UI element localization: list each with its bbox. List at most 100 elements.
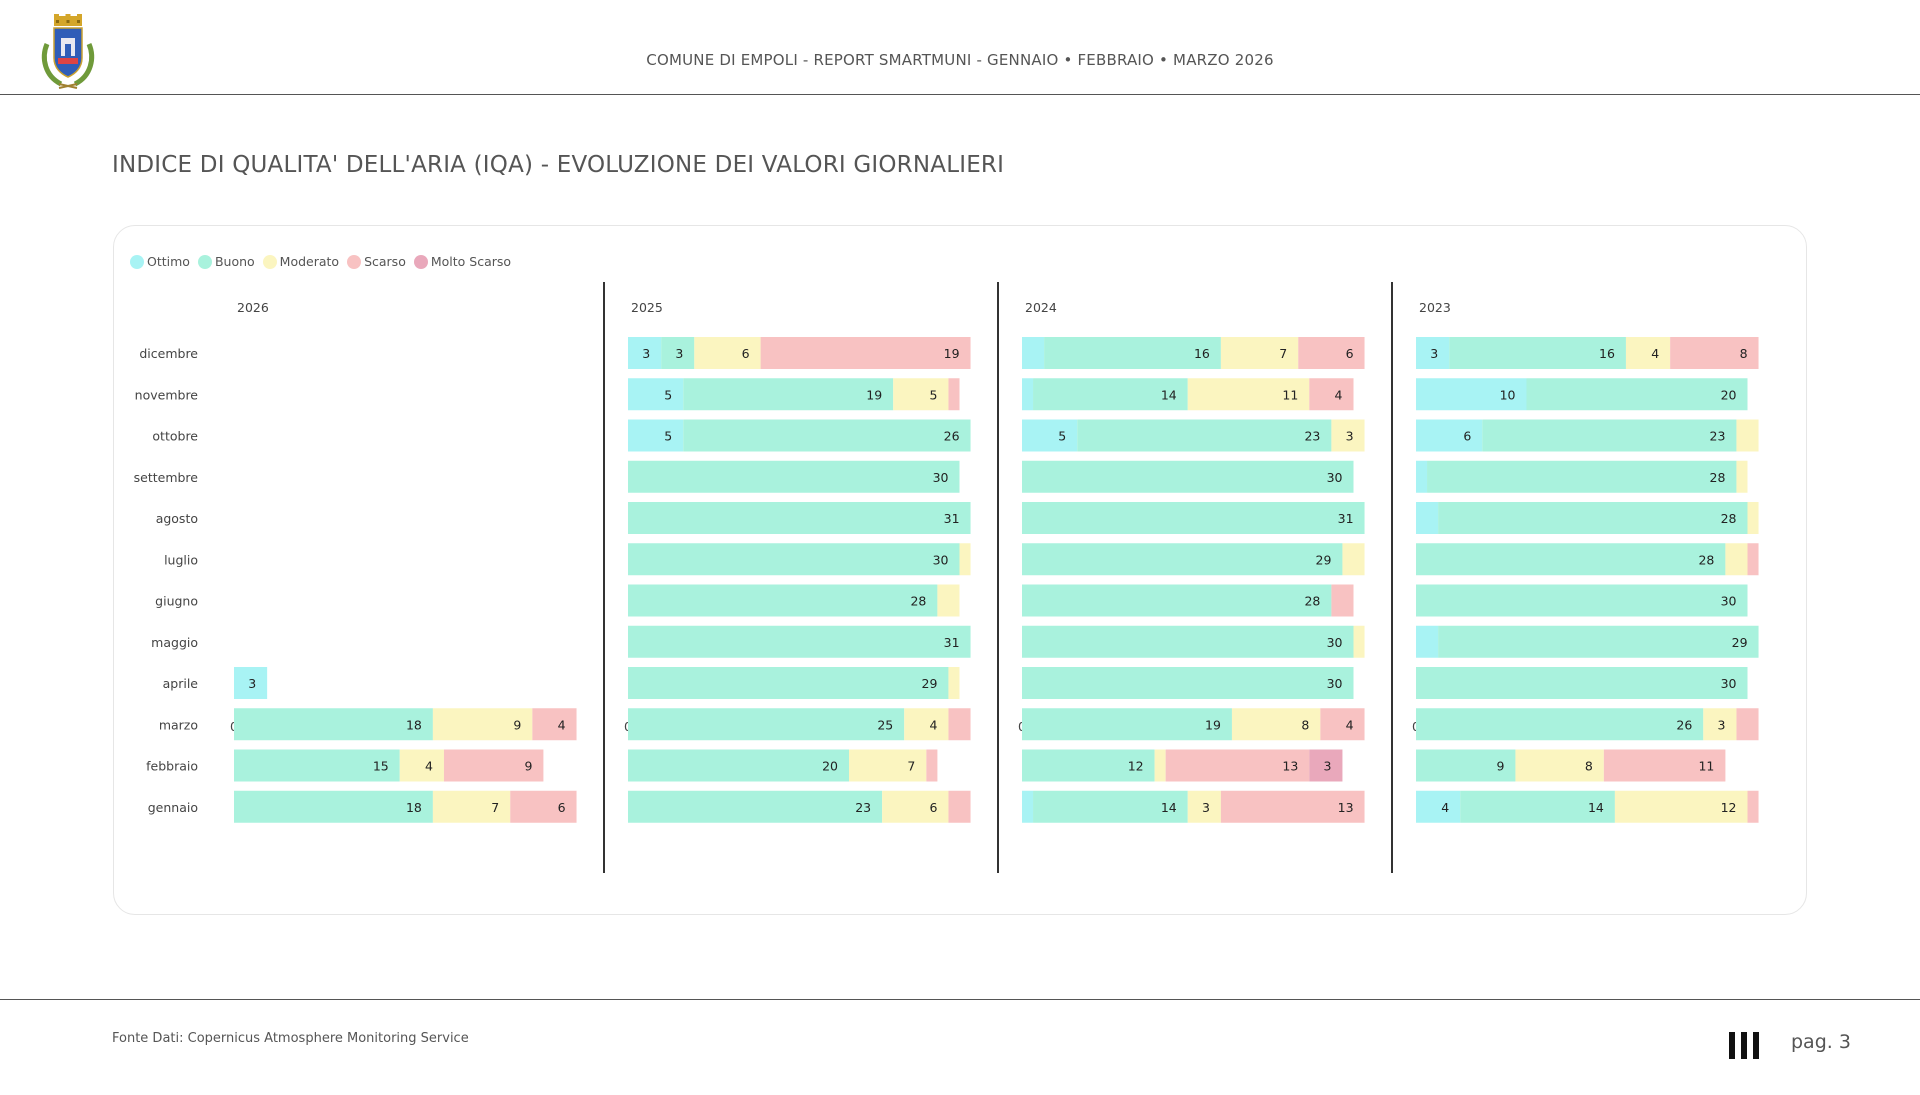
bar-value-label: 9	[1496, 759, 1504, 774]
bar-2025-giugno-buono	[628, 584, 938, 617]
bar-2023-maggio-ottimo	[1416, 625, 1439, 658]
bar-value-label: 15	[373, 759, 389, 774]
bar-2023-luglio-moderato	[1725, 543, 1748, 576]
bar-2025-aprile-moderato	[948, 667, 960, 699]
data-source-note: Fonte Dati: Copernicus Atmosphere Monito…	[112, 1031, 469, 1046]
bar-2025-aprile-buono	[628, 667, 949, 699]
bar-2023-agosto-ottimo	[1416, 502, 1439, 534]
bar-2026-gennaio-scarso	[510, 790, 577, 823]
bar-2024-marzo-scarso	[1320, 708, 1365, 741]
legend-label-buono: Buono	[214, 254, 255, 269]
bar-2024-febbraio-moderato	[1154, 749, 1166, 782]
bar-2025-novembre-moderato	[893, 378, 949, 411]
bar-2025-dicembre-ottimo	[628, 337, 662, 369]
bar-2023-aprile-buono	[1416, 667, 1748, 699]
bar-2025-febbraio-moderato	[849, 749, 927, 782]
category-label-settembre: settembre	[134, 470, 199, 485]
bar-value-label: 4	[1335, 387, 1343, 402]
bar-value-label: 10	[1500, 387, 1516, 402]
bar-value-label: 29	[922, 676, 938, 691]
bar-2023-gennaio-scarso	[1747, 790, 1759, 823]
category-label-gennaio: gennaio	[148, 800, 198, 815]
bar-2026-febbraio-moderato	[399, 749, 444, 782]
bar-value-label: 14	[1161, 800, 1177, 815]
category-label-novembre: novembre	[135, 387, 199, 402]
bar-2024-febbraio-scarso	[1165, 749, 1310, 782]
bar-value-label: 20	[822, 759, 838, 774]
bar-value-label: 18	[406, 717, 422, 732]
category-label-luglio: luglio	[164, 552, 198, 567]
panel-title-2024: 2024	[1025, 300, 1057, 315]
bar-value-label: 31	[1338, 511, 1354, 526]
bar-2024-dicembre-buono	[1044, 337, 1221, 369]
bar-value-label: 8	[1301, 717, 1309, 732]
bar-value-label: 3	[1717, 717, 1725, 732]
bar-value-label: 11	[1282, 387, 1298, 402]
bar-value-label: 26	[944, 429, 960, 444]
category-label-agosto: agosto	[156, 511, 198, 526]
legend-label-scarso: Scarso	[364, 254, 406, 269]
legend-label-moderato: Moderato	[279, 254, 340, 269]
bar-value-label: 9	[524, 759, 532, 774]
bar-2024-settembre-buono	[1022, 460, 1354, 493]
panel-title-2023: 2023	[1419, 300, 1451, 315]
bar-2025-marzo-moderato	[904, 708, 949, 741]
bar-value-label: 29	[1732, 635, 1748, 650]
bar-2023-febbraio-buono	[1416, 749, 1516, 782]
bar-2024-febbraio-buono	[1022, 749, 1155, 782]
bar-value-label: 4	[929, 717, 937, 732]
header-title: COMUNE DI EMPOLI - REPORT SMARTMUNI - GE…	[646, 51, 1274, 69]
bar-2026-gennaio-moderato	[432, 790, 511, 823]
bar-value-label: 31	[944, 511, 960, 526]
legend-item-moderato: Moderato	[262, 254, 340, 269]
bar-2026-febbraio-scarso	[443, 749, 544, 782]
bar-2023-marzo-scarso	[1736, 708, 1759, 741]
bar-value-label: 29	[1316, 552, 1332, 567]
bar-2025-febbraio-scarso	[926, 749, 938, 782]
bar-2023-marzo-moderato	[1703, 708, 1737, 741]
bar-2023-marzo-buono	[1416, 708, 1704, 741]
bar-value-label: 20	[1721, 387, 1737, 402]
bar-value-label: 30	[1721, 594, 1737, 609]
bar-value-label: 3	[1323, 759, 1331, 774]
bar-value-label: 5	[664, 429, 672, 444]
category-label-aprile: aprile	[163, 676, 199, 691]
bar-value-label: 6	[742, 346, 750, 361]
bar-2026-aprile-ottimo	[234, 667, 268, 699]
category-label-ottobre: ottobre	[152, 429, 198, 444]
legend-dot-molto-scarso	[413, 254, 428, 269]
bar-value-label: 6	[1346, 346, 1354, 361]
bar-2024-dicembre-moderato	[1220, 337, 1299, 369]
bar-2023-febbraio-scarso	[1603, 749, 1726, 782]
bar-2023-settembre-ottimo	[1416, 460, 1428, 493]
bar-2024-gennaio-buono	[1033, 790, 1188, 823]
bar-2024-febbraio-molto-scarso	[1309, 749, 1343, 782]
bar-2025-ottobre-buono	[683, 419, 971, 452]
legend-label-molto-scarso: Molto Scarso	[430, 254, 512, 269]
bar-value-label: 28	[1698, 552, 1714, 567]
legend-dot-ottimo	[130, 254, 144, 269]
bar-2024-agosto-buono	[1022, 502, 1365, 534]
legend-label-ottimo: Ottimo	[147, 254, 190, 269]
bar-value-label: 3	[642, 346, 650, 361]
bar-2025-gennaio-scarso	[948, 790, 971, 823]
bar-value-label: 30	[933, 470, 949, 485]
bar-value-label: 16	[1194, 346, 1210, 361]
bar-value-label: 6	[558, 800, 566, 815]
bar-value-label: 3	[248, 676, 256, 691]
bar-2024-maggio-buono	[1022, 625, 1354, 658]
bar-2025-dicembre-scarso	[760, 337, 971, 369]
bar-2023-febbraio-moderato	[1515, 749, 1604, 782]
bar-value-label: 30	[1721, 676, 1737, 691]
bar-value-label: 28	[1721, 511, 1737, 526]
bar-value-label: 28	[910, 594, 926, 609]
bar-value-label: 13	[1338, 800, 1354, 815]
bar-2023-settembre-buono	[1427, 460, 1737, 493]
bar-value-label: 6	[1463, 429, 1471, 444]
bar-value-label: 3	[1346, 429, 1354, 444]
bar-2025-agosto-buono	[628, 502, 971, 534]
bar-2024-gennaio-ottimo	[1022, 790, 1034, 823]
legend-dot-scarso	[347, 254, 362, 269]
bar-2025-novembre-ottimo	[628, 378, 684, 411]
bar-value-label: 5	[664, 387, 672, 402]
